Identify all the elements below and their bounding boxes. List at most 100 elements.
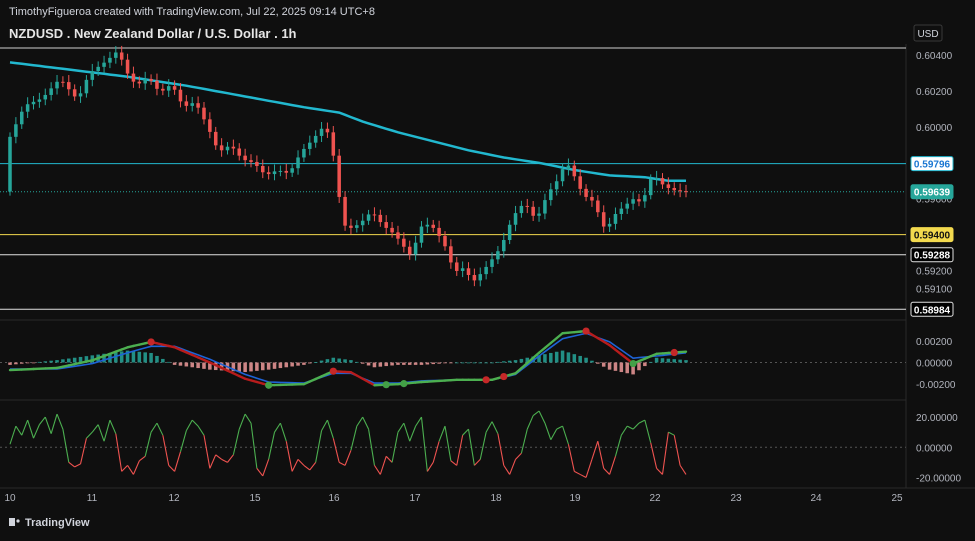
macd-histogram-bar <box>549 353 553 363</box>
macd-axis-tick: -0.00200 <box>916 380 956 391</box>
candle-body <box>102 63 106 67</box>
macd-histogram-bar <box>138 352 142 363</box>
candle-body <box>561 169 565 181</box>
candle-body <box>243 156 247 160</box>
candle-body <box>302 149 306 158</box>
macd-histogram-bar <box>578 356 582 363</box>
macd-histogram-bar <box>8 363 12 365</box>
candle-body <box>91 71 95 80</box>
macd-histogram-bar <box>584 358 588 363</box>
candle-body <box>655 178 659 179</box>
macd-histogram-bar <box>655 358 659 363</box>
macd-histogram-bar <box>543 354 547 362</box>
macd-axis-tick: 0.00000 <box>916 359 953 370</box>
macd-histogram-bar <box>267 363 271 370</box>
candle-body <box>584 189 588 197</box>
candle-body <box>361 221 365 225</box>
candle-body <box>155 81 159 89</box>
time-axis-tick: 25 <box>891 493 903 504</box>
candle-body <box>573 166 577 177</box>
macd-histogram-bar <box>73 358 77 363</box>
macd-histogram-bar <box>484 363 488 364</box>
macd-histogram-bar <box>120 351 124 362</box>
candle-body <box>326 129 330 133</box>
candle-body <box>678 190 682 191</box>
macd-histogram-bar <box>620 363 624 373</box>
macd-histogram-bar <box>255 363 259 371</box>
macd-histogram-bar <box>661 358 665 362</box>
candle-body <box>167 86 171 90</box>
macd-histogram-bar <box>196 363 200 369</box>
macd-histogram-bar <box>355 362 359 363</box>
macd-histogram-bar <box>449 363 453 364</box>
candle-body <box>614 214 618 224</box>
candle-body <box>684 191 688 192</box>
candle-body <box>20 112 24 125</box>
candle-body <box>396 232 400 238</box>
macd-histogram-bar <box>337 359 341 363</box>
price-axis-tick: 0.59200 <box>916 267 953 278</box>
candle-body <box>620 209 624 214</box>
candle-body <box>138 82 142 84</box>
candle-body <box>49 88 53 95</box>
candle-body <box>67 82 71 89</box>
macd-histogram-bar <box>367 363 371 366</box>
macd-cross-up-marker <box>265 382 272 389</box>
macd-histogram-bar <box>32 363 36 364</box>
candle-body <box>114 52 118 57</box>
candle-body <box>543 200 547 213</box>
macd-cross-up-marker <box>383 381 390 388</box>
macd-histogram-bar <box>273 363 277 369</box>
candle-body <box>308 143 312 149</box>
candle-body <box>8 137 12 192</box>
macd-histogram-bar <box>602 363 606 367</box>
candle-body <box>555 181 559 189</box>
candle-body <box>226 147 230 151</box>
candle-body <box>379 215 383 222</box>
price-axis-tick: 0.60400 <box>916 51 953 62</box>
candle-body <box>473 275 477 280</box>
macd-histogram-bar <box>14 363 18 365</box>
attribution-text: TimothyFigueroa created with TradingView… <box>9 6 375 18</box>
macd-cross-up-marker <box>629 360 636 367</box>
macd-histogram-bar <box>437 363 441 364</box>
time-axis-tick: 15 <box>249 493 261 504</box>
candle-body <box>73 89 77 96</box>
candle-body <box>526 206 530 207</box>
candle-body <box>232 147 236 149</box>
macd-histogram-bar <box>38 362 42 363</box>
candle-body <box>608 224 612 227</box>
oscillator-axis-tick: -20.00000 <box>916 473 961 484</box>
macd-histogram-bar <box>496 362 500 363</box>
candle-body <box>214 132 218 145</box>
candle-body <box>38 99 42 101</box>
macd-histogram-bar <box>296 363 300 366</box>
candle-body <box>320 129 324 136</box>
currency-badge[interactable]: USD <box>917 29 938 40</box>
candle-body <box>108 58 112 63</box>
macd-histogram-bar <box>443 363 447 364</box>
price-axis-tick: 0.60000 <box>916 123 953 134</box>
macd-histogram-bar <box>61 359 65 362</box>
macd-axis-tick: 0.00200 <box>916 337 953 348</box>
price-level-label: 0.59288 <box>914 251 951 262</box>
macd-cross-down-marker <box>483 376 490 383</box>
candle-body <box>514 213 518 225</box>
macd-histogram-bar <box>420 363 424 365</box>
candle-body <box>637 199 641 201</box>
macd-histogram-bar <box>390 363 394 366</box>
macd-histogram-bar <box>149 353 153 363</box>
symbol-title: NZDUSD . New Zealand Dollar / U.S. Dolla… <box>9 26 297 41</box>
candle-body <box>508 225 512 240</box>
candle-body <box>185 101 189 105</box>
candle-body <box>208 119 212 132</box>
candle-body <box>520 206 524 213</box>
candle-body <box>120 52 124 59</box>
macd-histogram-bar <box>625 363 629 374</box>
candle-body <box>449 246 453 262</box>
macd-cross-down-marker <box>582 327 589 334</box>
candle-body <box>337 156 341 197</box>
candle-body <box>414 243 418 255</box>
